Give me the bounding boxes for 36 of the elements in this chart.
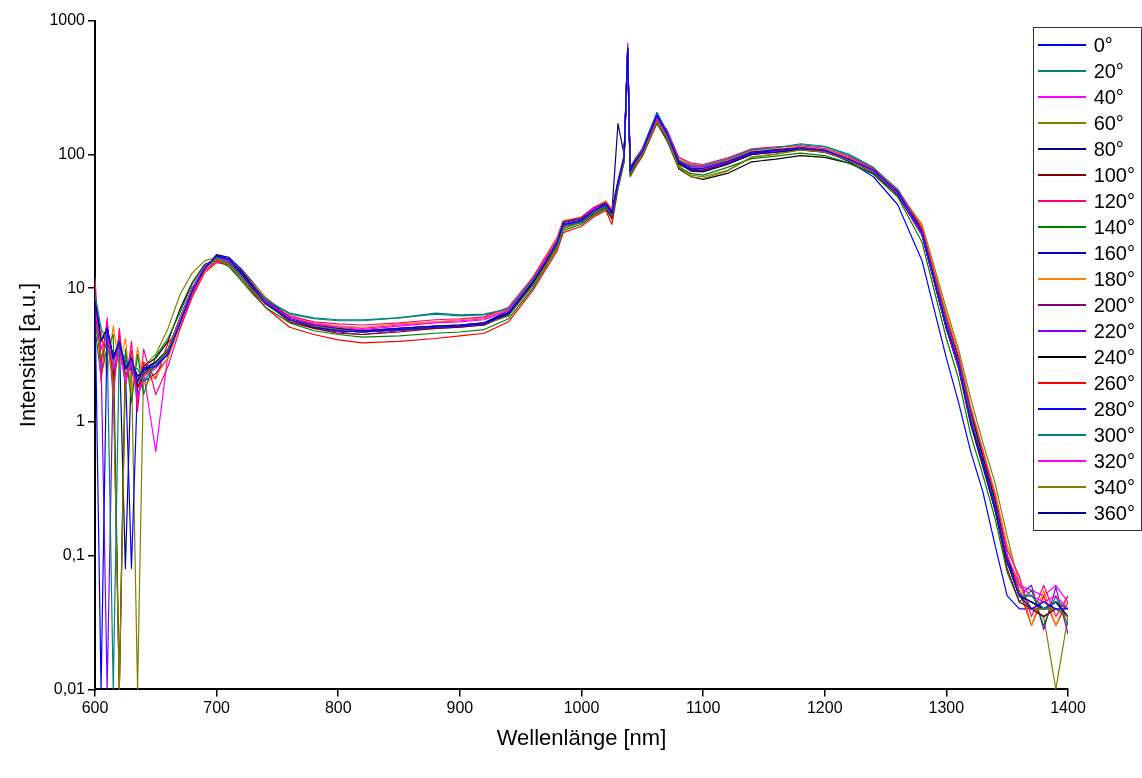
legend-label: 0°	[1093, 33, 1113, 57]
x-tick-label: 1300	[928, 699, 965, 717]
legend-label: 80°	[1093, 137, 1124, 161]
x-tick-label: 900	[446, 699, 474, 717]
legend-label: 280°	[1093, 397, 1135, 421]
y-tick-label: 10	[67, 278, 86, 296]
x-tick-label: 1000	[563, 699, 600, 717]
x-tick-label: 800	[324, 699, 352, 717]
legend-label: 360°	[1093, 501, 1135, 525]
legend-label: 120°	[1093, 189, 1135, 213]
x-tick-label: 700	[203, 699, 231, 717]
y-tick-label: 0,01	[53, 679, 86, 697]
legend-label: 340°	[1093, 475, 1135, 499]
legend-label: 260°	[1093, 371, 1135, 395]
x-tick-label: 600	[81, 699, 109, 717]
legend-label: 40°	[1093, 85, 1124, 109]
y-axis-title: Intensität [a.u.]	[15, 282, 41, 428]
y-tick-label: 100	[58, 144, 86, 162]
legend-label: 220°	[1093, 319, 1135, 343]
legend-label: 180°	[1093, 267, 1135, 291]
x-axis-title: Wellenlänge [nm]	[496, 724, 667, 750]
legend-label: 300°	[1093, 423, 1135, 447]
legend-label: 20°	[1093, 59, 1124, 83]
legend-label: 160°	[1093, 241, 1135, 265]
y-tick-label: 0,1	[62, 546, 86, 564]
x-tick-label: 1400	[1050, 699, 1086, 717]
x-tick-label: 1200	[806, 699, 843, 717]
y-tick-label: 1	[76, 412, 86, 430]
legend-label: 240°	[1093, 345, 1135, 369]
y-tick-label: 1000	[49, 11, 86, 29]
legend-label: 320°	[1093, 449, 1135, 473]
legend-label: 100°	[1093, 163, 1135, 187]
legend-label: 60°	[1093, 111, 1124, 135]
legend-label: 140°	[1093, 215, 1135, 239]
x-tick-label: 1100	[685, 699, 721, 717]
legend-label: 200°	[1093, 293, 1135, 317]
